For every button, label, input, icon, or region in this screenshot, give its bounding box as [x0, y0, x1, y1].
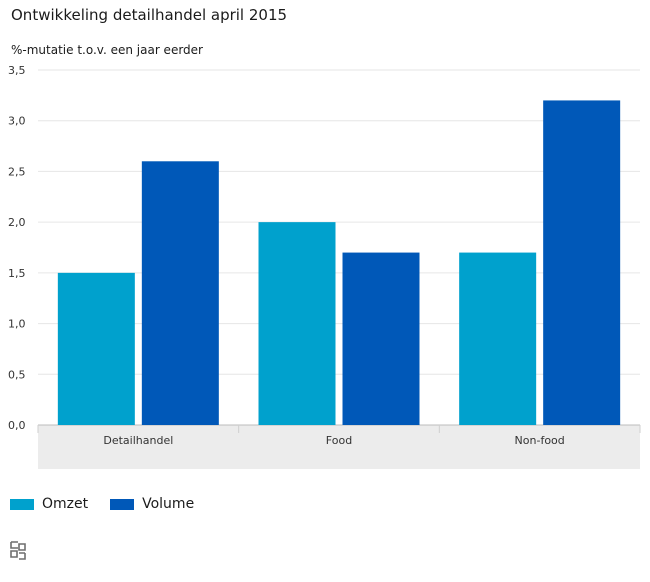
y-tick-label: 2,0: [8, 216, 26, 229]
bars: [57, 100, 621, 426]
y-tick-label: 0,0: [8, 419, 26, 432]
bar-volume-non-food[interactable]: [543, 100, 621, 425]
bar-omzet-food[interactable]: [258, 222, 336, 425]
y-tick-label: 3,0: [8, 115, 26, 128]
cbs-logo-icon: [10, 541, 26, 560]
bar-omzet-detailhandel[interactable]: [57, 272, 135, 425]
chart-title: Ontwikkeling detailhandel april 2015: [11, 6, 288, 24]
x-axis-ticks: Detailhandel Food Non-food: [37, 425, 641, 447]
bar-volume-detailhandel[interactable]: [141, 161, 219, 426]
legend-label-volume: Volume: [142, 496, 195, 512]
x-axis-band: [38, 425, 640, 469]
y-axis-ticks: 0,0 0,5 1,0 1,5 2,0 2,5 3,0 3,5: [8, 64, 26, 432]
chart-subtitle: %-mutatie t.o.v. een jaar eerder: [11, 43, 203, 57]
y-tick-label: 1,0: [8, 318, 26, 331]
legend-item-volume[interactable]: Volume: [110, 496, 194, 512]
legend-swatch-volume: [110, 498, 135, 510]
bar-volume-food[interactable]: [342, 252, 420, 425]
legend-item-omzet[interactable]: Omzet: [10, 496, 88, 512]
legend: Omzet Volume: [10, 496, 216, 512]
x-tick-label: Non-food: [515, 434, 565, 447]
bar-omzet-non-food[interactable]: [459, 252, 537, 425]
grid-lines: [38, 69, 640, 426]
x-tick-label: Food: [326, 434, 352, 447]
y-tick-label: 0,5: [8, 368, 26, 381]
y-tick-label: 1,5: [8, 267, 26, 280]
legend-swatch-omzet: [10, 498, 34, 510]
x-tick-label: Detailhandel: [103, 434, 173, 447]
y-tick-label: 3,5: [8, 64, 26, 77]
y-tick-label: 2,5: [8, 165, 26, 178]
bar-chart: 0,0 0,5 1,0 1,5 2,0 2,5 3,0 3,5 Detailhandel Foo…: [8, 64, 641, 469]
legend-label-omzet: Omzet: [42, 496, 89, 512]
